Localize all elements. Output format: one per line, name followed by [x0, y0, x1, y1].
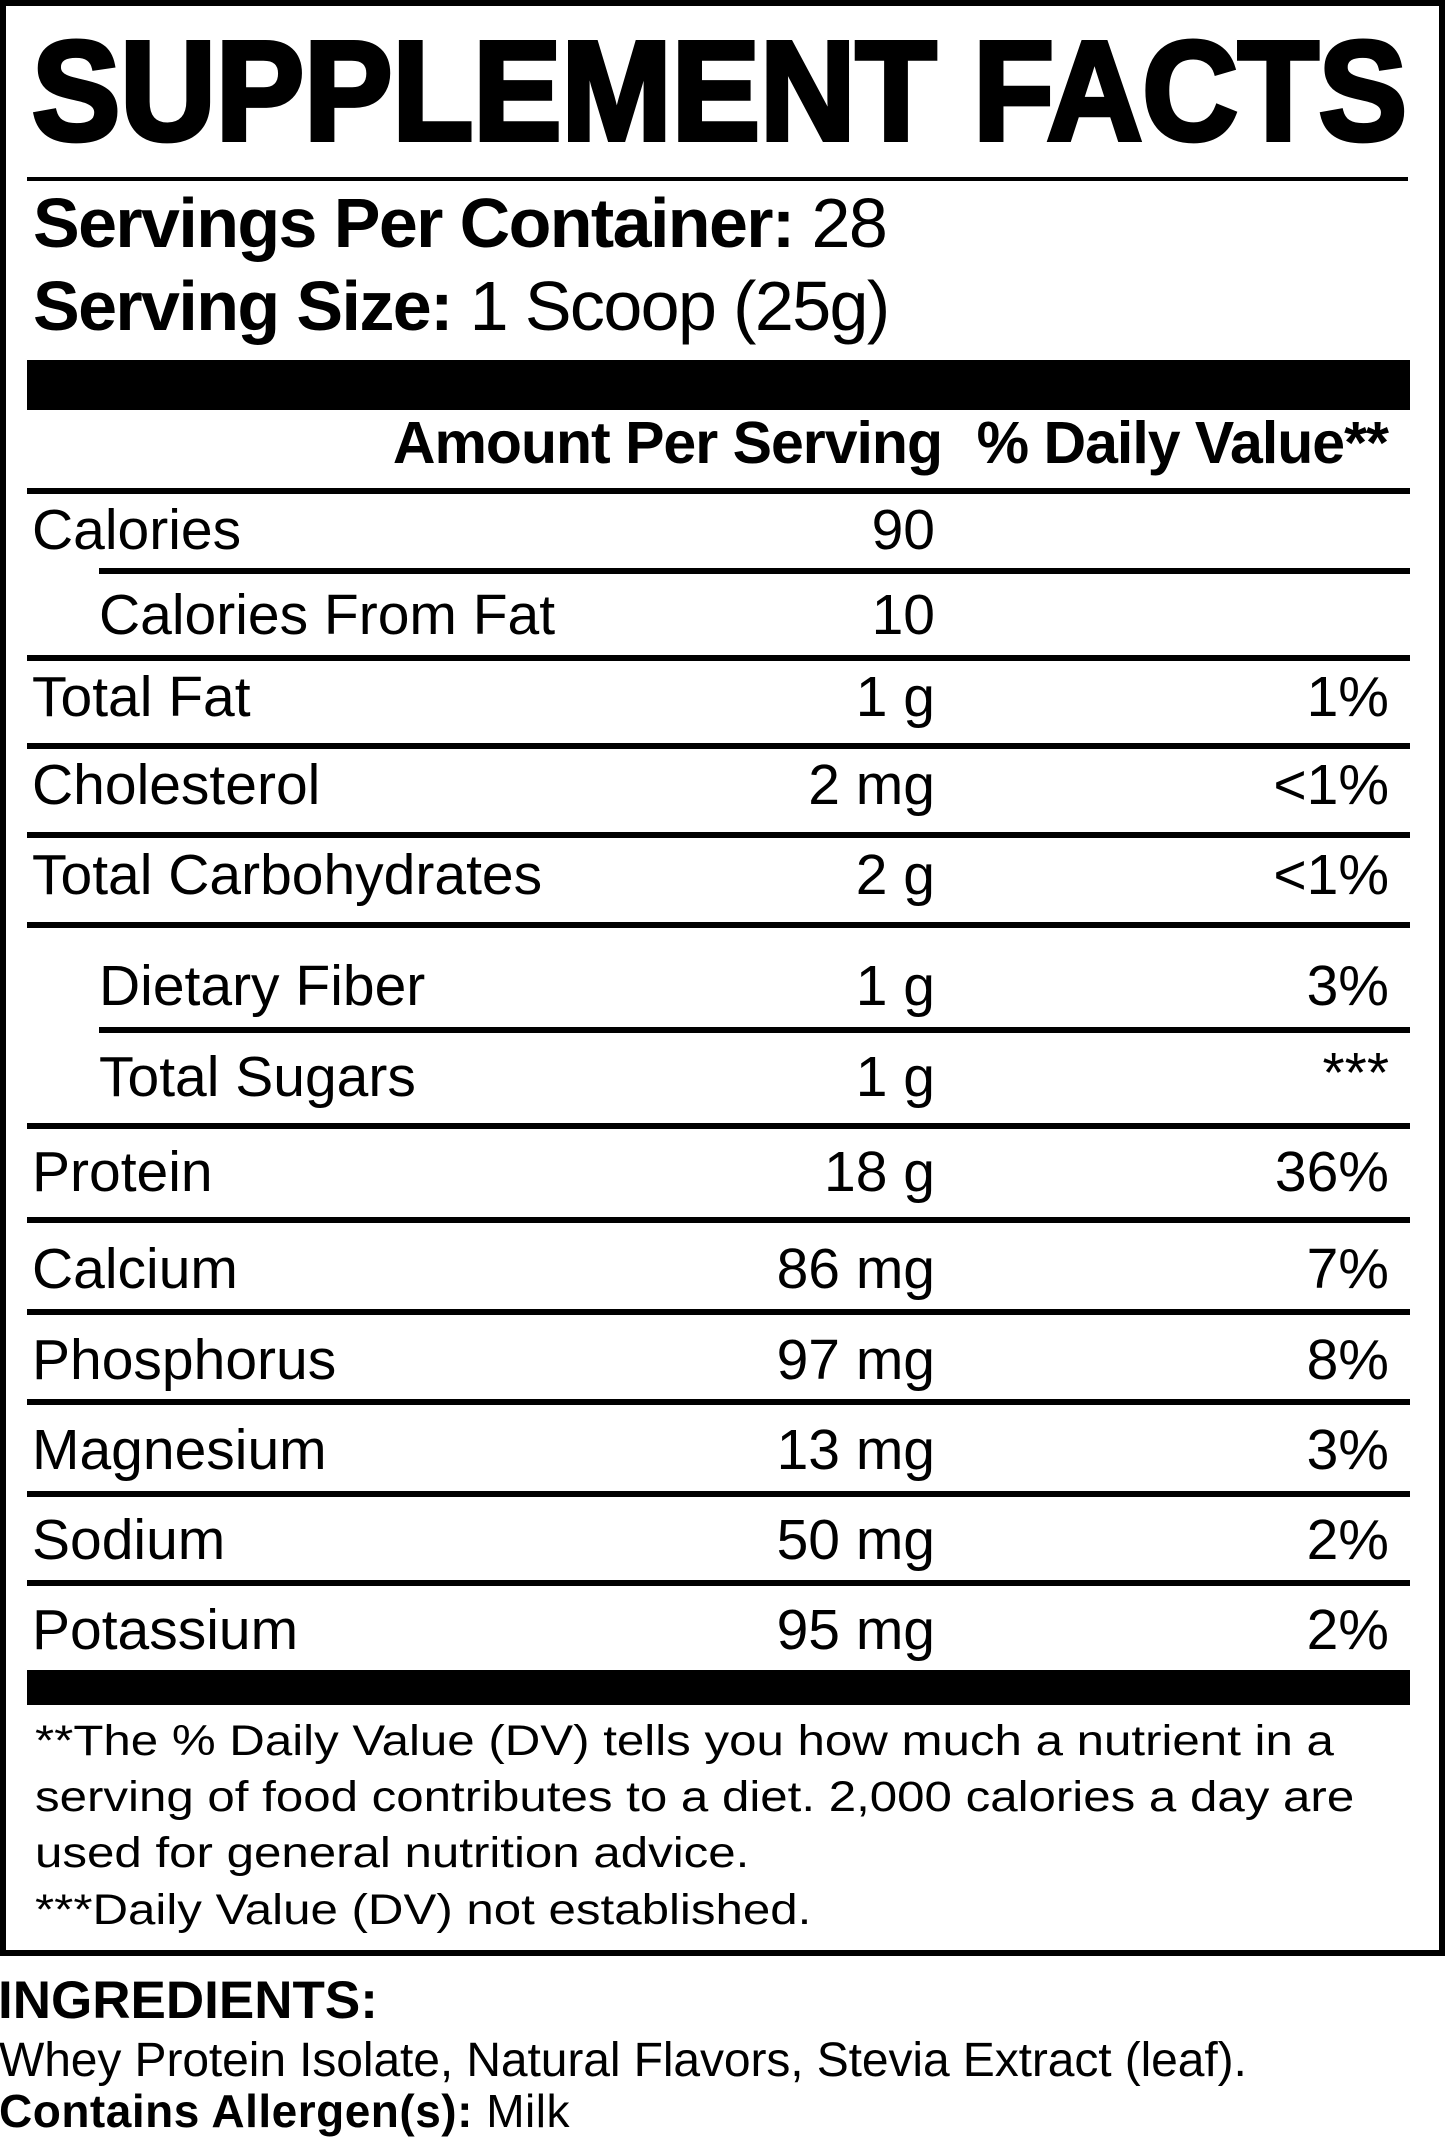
- svg-text:SUPPLEMENT FACTS: SUPPLEMENT FACTS: [32, 12, 1407, 170]
